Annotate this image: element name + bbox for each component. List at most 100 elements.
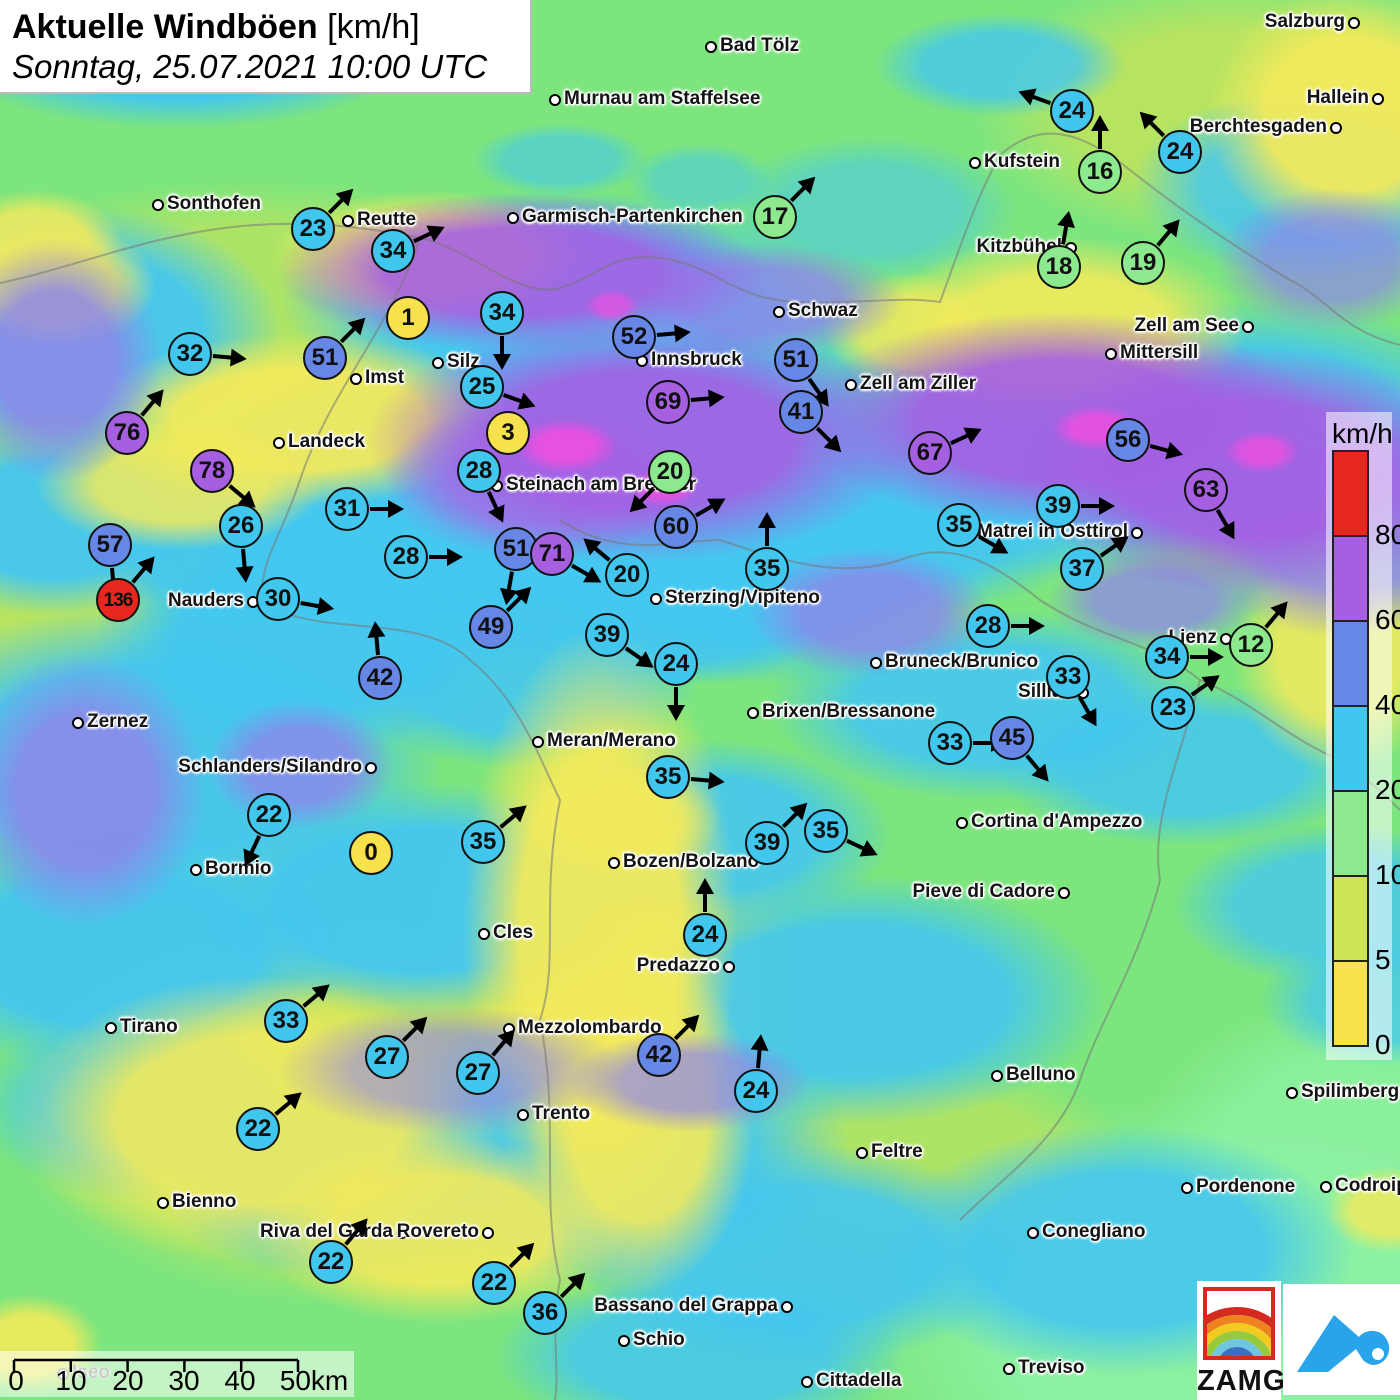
city-dot — [1058, 887, 1070, 899]
wind-gust-value: 22 — [480, 1269, 508, 1296]
legend-band: 20 — [1332, 705, 1400, 805]
wind-gust-value: 52 — [620, 323, 648, 350]
wind-gust-value: 27 — [373, 1043, 401, 1070]
city-dot — [969, 157, 981, 169]
wind-gust-value: 63 — [1192, 476, 1220, 503]
city-dot — [608, 857, 620, 869]
wind-gust-marker: 35 — [461, 805, 527, 864]
legend-unit-label: km/h — [1332, 418, 1393, 449]
wind-gust-marker: 51 — [774, 338, 829, 407]
wind-gust-marker: 20 — [629, 450, 692, 513]
city-dot — [956, 817, 968, 829]
legend-band: 10 — [1332, 790, 1400, 890]
wind-gust-marker: 67 — [908, 427, 982, 475]
city-dot — [650, 593, 662, 605]
legend-band-label: 60 — [1375, 604, 1400, 635]
wind-gust-value: 57 — [96, 531, 124, 558]
legend-band-label: 5 — [1375, 944, 1391, 975]
city-dot — [1131, 527, 1143, 539]
wind-gust-value: 28 — [392, 543, 420, 570]
wind-gust-marker: 34 — [371, 225, 445, 273]
city-dot — [1372, 93, 1384, 105]
wind-gust-value: 39 — [1044, 492, 1072, 519]
wind-gust-value: 35 — [654, 763, 682, 790]
wind-gust-value: 19 — [1129, 249, 1157, 276]
wind-gust-marker: 31 — [325, 487, 404, 531]
city-dot — [549, 94, 561, 106]
wind-gust-value: 24 — [1058, 97, 1086, 124]
city-dot — [1105, 348, 1117, 360]
wind-gust-marker: 22 — [472, 1242, 535, 1305]
wind-gust-marker: 41 — [779, 390, 842, 453]
city-dot — [432, 357, 444, 369]
wind-gust-marker: 28 — [966, 604, 1045, 648]
city-dot — [503, 1023, 515, 1035]
city-dot — [1181, 1182, 1193, 1194]
color-scale-legend: km/h 80 60 40 20 10 5 0 — [1326, 412, 1400, 1060]
wind-gust-marker: 30 — [256, 577, 335, 621]
legend-band: 5 — [1332, 875, 1391, 975]
wind-gust-marker: 35 — [937, 503, 1009, 554]
mountain-cloud-icon — [1297, 1315, 1390, 1372]
wind-gust-marker: 20 — [583, 538, 649, 597]
city-dot — [478, 928, 490, 940]
city-label: Landeck — [288, 431, 366, 452]
wind-gust-value: 37 — [1068, 555, 1096, 582]
wind-gust-marker: 28 — [457, 449, 505, 523]
city-label: Bassano del Grappa — [594, 1295, 778, 1316]
wind-gust-value: 33 — [1054, 663, 1082, 690]
wind-gust-marker: 23 — [291, 188, 354, 251]
wind-gust-value: 20 — [656, 458, 684, 485]
wind-gust-marker: 24 — [683, 878, 727, 957]
legend-band-label: 20 — [1375, 774, 1400, 805]
scale-tick-label: 50km — [279, 1365, 349, 1396]
city-label: Spilimbergo — [1301, 1081, 1400, 1102]
wind-gust-marker: 35 — [745, 512, 789, 591]
city-dot — [1027, 1227, 1039, 1239]
wind-gust-value: 34 — [379, 237, 407, 264]
wind-gust-marker: 39 — [585, 613, 654, 668]
wind-gust-value: 18 — [1045, 253, 1073, 280]
city-label: Murnau am Staffelsee — [564, 88, 761, 109]
wind-gust-value: 71 — [538, 540, 566, 567]
wind-gust-value: 23 — [299, 215, 327, 242]
city-dot — [856, 1147, 868, 1159]
partner-logo — [1283, 1284, 1400, 1395]
wind-gust-value: 33 — [272, 1007, 300, 1034]
wind-gust-marker: 22 — [309, 1218, 368, 1284]
wind-gust-marker: 32 — [168, 332, 247, 376]
city-dot — [532, 736, 544, 748]
city-dot — [482, 1227, 494, 1239]
city-label: Schio — [633, 1329, 685, 1350]
city-label: Mittersill — [1120, 342, 1199, 363]
city-dot — [342, 215, 354, 227]
wind-gust-value: 3 — [501, 419, 515, 446]
wind-gust-value: 39 — [593, 621, 621, 648]
scale-ruler — [12, 1358, 300, 1372]
wind-gust-marker: 17 — [753, 176, 816, 239]
city-dot — [723, 961, 735, 973]
city-label: Nauders — [167, 590, 244, 611]
wind-gust-marker: 34 — [480, 291, 524, 370]
wind-gust-marker: 25 — [460, 365, 536, 410]
city-label: Codroipo — [1335, 1175, 1400, 1196]
wind-gust-marker: 22 — [236, 1092, 302, 1151]
wind-gust-marker: 39 — [1036, 484, 1115, 528]
city-label: Innsbruck — [651, 349, 742, 370]
wind-gust-value: 17 — [761, 203, 789, 230]
city-label: Trento — [532, 1103, 591, 1124]
city-dot — [747, 707, 759, 719]
city-label: Imst — [365, 367, 405, 388]
wind-gust-value: 51 — [782, 346, 810, 373]
wind-gust-marker: 33 — [928, 721, 1007, 765]
wind-gust-value: 45 — [998, 724, 1026, 751]
wind-gust-value: 30 — [264, 585, 292, 612]
wind-gust-value: 78 — [198, 457, 226, 484]
city-label: Meran/Merano — [547, 730, 676, 751]
wind-gust-marker: 27 — [365, 1016, 428, 1079]
city-label: Treviso — [1018, 1357, 1085, 1378]
wind-gust-value: 35 — [812, 817, 840, 844]
wind-gust-value: 36 — [531, 1299, 559, 1326]
wind-gust-marker: 24 — [654, 642, 698, 721]
